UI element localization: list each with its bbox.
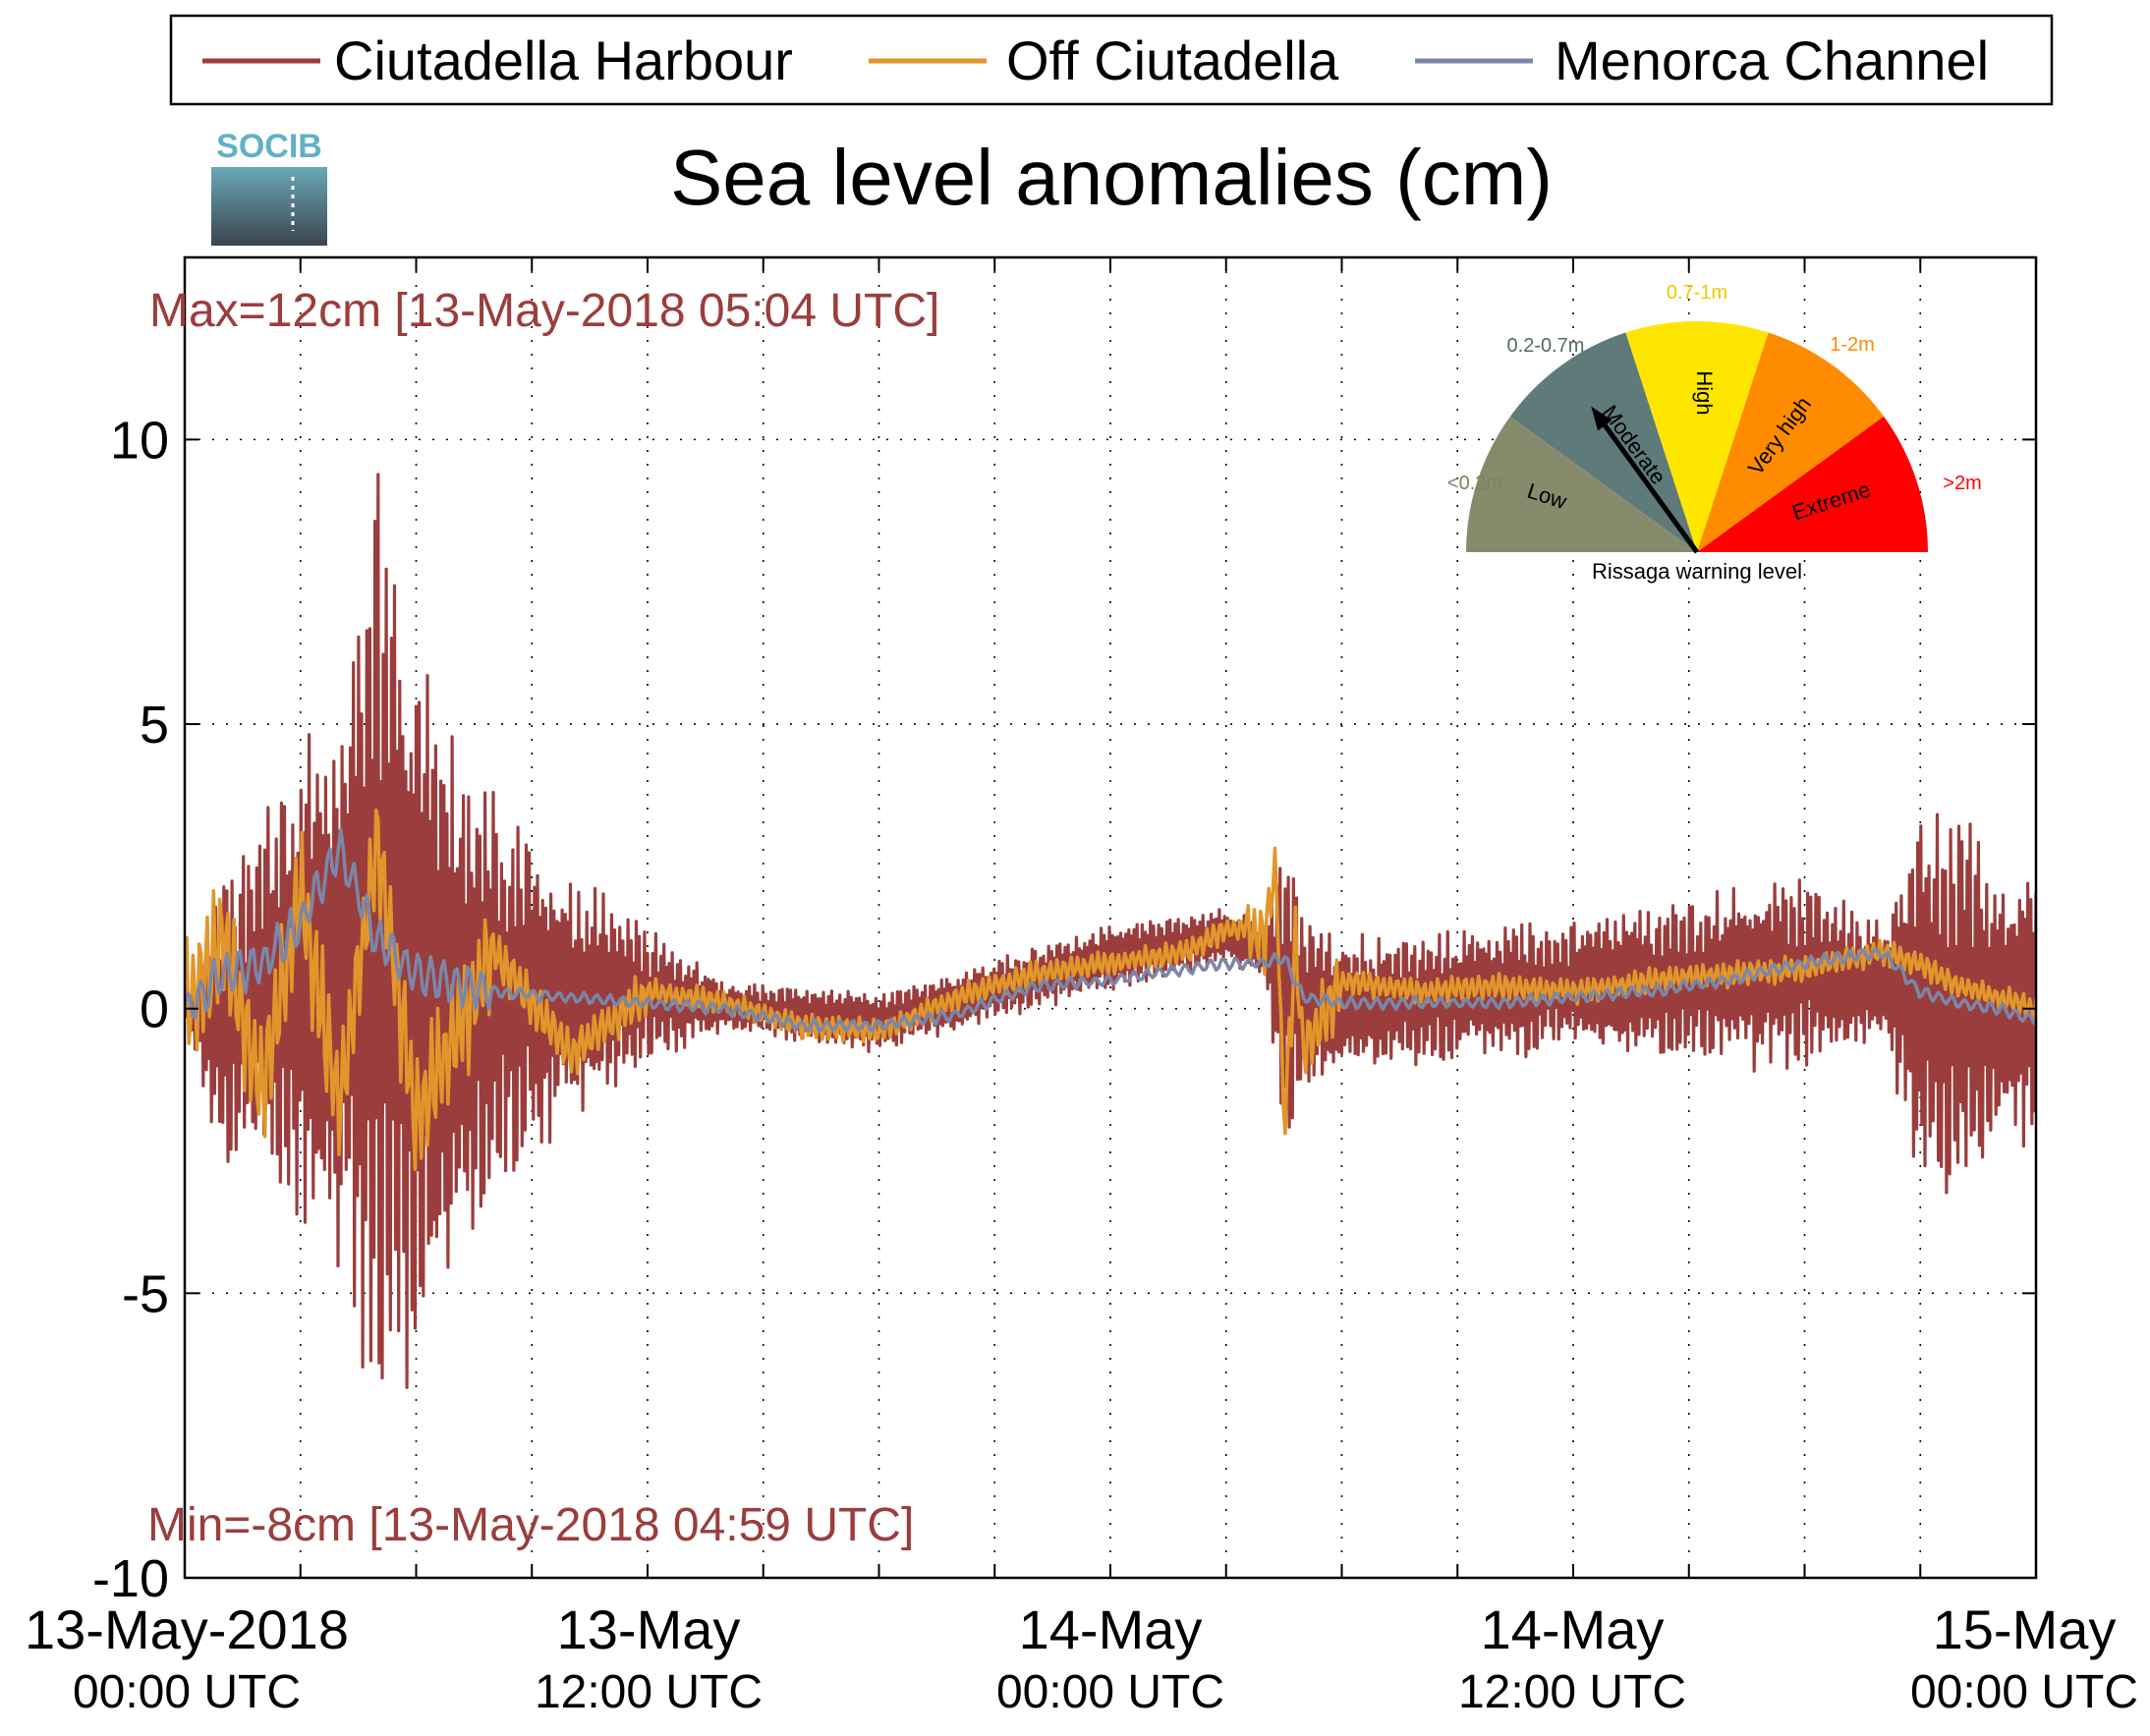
x-tick-date: 13-May bbox=[557, 1598, 741, 1660]
legend-label-off-ciutadella: Off Ciutadella bbox=[1006, 29, 1339, 91]
legend-label-menorca-channel: Menorca Channel bbox=[1555, 29, 1989, 91]
gauge-pointer-head bbox=[1591, 406, 1612, 431]
gauge-segment-low bbox=[1466, 416, 1697, 552]
logo-text: SOCIB bbox=[216, 128, 322, 165]
x-tick-date: 13-May-2018 bbox=[25, 1598, 349, 1660]
gauge-segment-extreme bbox=[1697, 416, 1928, 552]
chart-title: Sea level anomalies (cm) bbox=[670, 134, 1553, 221]
x-tick-date: 15-May bbox=[1933, 1598, 2117, 1660]
y-tick-label: 5 bbox=[140, 696, 169, 755]
gauge-segment-moderate bbox=[1509, 332, 1697, 552]
axis-ticks bbox=[185, 257, 2036, 1579]
series-layer bbox=[185, 473, 2036, 1389]
gauge-caption: Rissaga warning level bbox=[1592, 559, 1802, 584]
rissaga-gauge: Low Moderate High Very high Extreme <0.2… bbox=[1447, 282, 1982, 584]
legend-label-ciutadella-harbour: Ciutadella Harbour bbox=[334, 29, 793, 91]
gauge-label-high: High bbox=[1692, 370, 1717, 415]
legend-box bbox=[169, 14, 2054, 106]
y-tick-label: 0 bbox=[140, 980, 169, 1039]
y-axis: 10 5 0 -5 -10 bbox=[92, 411, 169, 1608]
gauge-segment-very-high bbox=[1697, 332, 1885, 552]
x-tick-time: 12:00 UTC bbox=[535, 1666, 763, 1718]
gauge-range-very-high: 1-2m bbox=[1830, 334, 1875, 356]
socib-logo: SOCIB bbox=[209, 128, 329, 246]
gauge-range-high: 0.7-1m bbox=[1667, 282, 1727, 304]
x-tick-time: 12:00 UTC bbox=[1458, 1666, 1686, 1718]
logo-mark bbox=[211, 159, 327, 246]
gauge-range-extreme: >2m bbox=[1943, 473, 1981, 494]
series-line-off-ciutadella bbox=[185, 808, 2036, 1171]
x-axis: 13-May-2018 00:00 UTC 13-May 12:00 UTC 1… bbox=[25, 1598, 2138, 1718]
gauge-segment-high bbox=[1625, 321, 1769, 552]
x-tick-time: 00:00 UTC bbox=[996, 1666, 1224, 1718]
gauge-range-moderate: 0.2-0.7m bbox=[1507, 335, 1585, 357]
y-tick-label: -5 bbox=[122, 1264, 169, 1323]
x-tick-date: 14-May bbox=[1019, 1598, 1203, 1660]
legend: Ciutadella Harbour Off Ciutadella Menorc… bbox=[169, 14, 2054, 106]
x-tick-time: 00:00 UTC bbox=[1910, 1666, 2138, 1718]
y-tick-label: 10 bbox=[110, 411, 169, 470]
max-annotation: Max=12cm [13-May-2018 05:04 UTC] bbox=[149, 285, 939, 337]
x-tick-time: 00:00 UTC bbox=[73, 1666, 301, 1718]
min-annotation: Min=-8cm [13-May-2018 04:59 UTC] bbox=[147, 1499, 914, 1551]
x-tick-date: 14-May bbox=[1481, 1598, 1665, 1660]
series-line-menorca-channel bbox=[185, 827, 2036, 1034]
y-tick-label: -10 bbox=[92, 1549, 169, 1608]
gauge-pointer bbox=[1598, 418, 1700, 554]
gauge-range-low: <0.2m bbox=[1447, 473, 1502, 494]
